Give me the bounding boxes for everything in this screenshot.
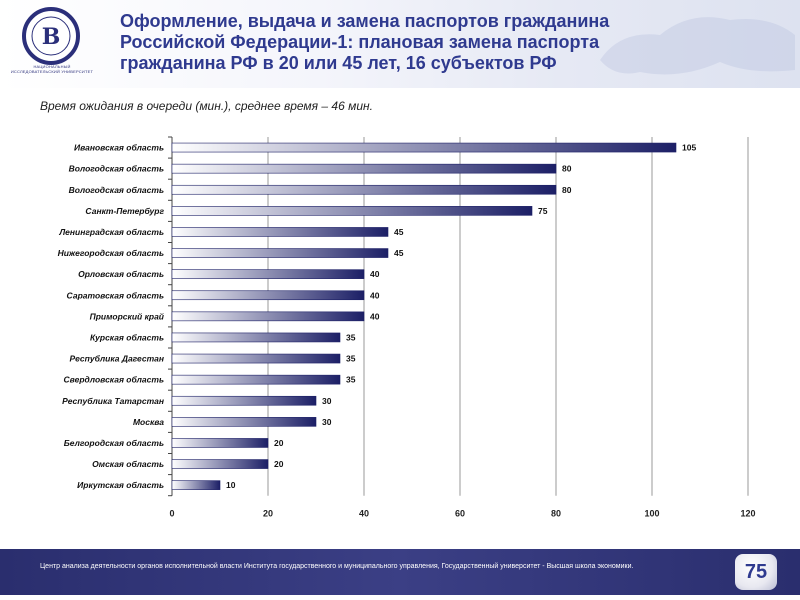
category-label: Орловская область xyxy=(78,269,164,279)
bar xyxy=(171,290,365,301)
category-label: Нижегородская область xyxy=(58,248,164,258)
category-label: Республика Дагестан xyxy=(70,354,164,364)
bar xyxy=(171,311,365,322)
category-label: Ленинградская область xyxy=(58,227,164,237)
value-label: 30 xyxy=(322,417,332,427)
x-tick-label: 100 xyxy=(644,509,659,519)
x-tick-label: 120 xyxy=(740,509,755,519)
category-label: Свердловская область xyxy=(64,375,164,385)
bar xyxy=(171,269,365,279)
x-tick-label: 0 xyxy=(169,509,174,519)
bar xyxy=(171,248,389,258)
header-background xyxy=(0,0,800,88)
russia-map-watermark xyxy=(600,17,795,75)
value-label: 20 xyxy=(274,438,284,448)
value-label: 35 xyxy=(346,375,356,385)
category-label: Курская область xyxy=(90,332,164,342)
category-label: Белгородская область xyxy=(64,438,164,448)
value-label: 40 xyxy=(370,290,380,300)
bar xyxy=(171,332,341,343)
bar xyxy=(171,417,317,427)
hse-logo: В xyxy=(22,7,80,65)
svg-text:В: В xyxy=(42,24,61,50)
category-label: Республика Татарстан xyxy=(62,396,164,406)
bar xyxy=(171,395,317,406)
value-label: 105 xyxy=(682,143,696,153)
value-label: 35 xyxy=(346,332,356,342)
page-title: Оформление, выдача и замена паспортов гр… xyxy=(120,11,610,73)
bar xyxy=(171,206,533,216)
category-label: Ивановская область xyxy=(74,143,164,153)
x-tick-label: 40 xyxy=(359,509,369,519)
category-label: Иркутская область xyxy=(77,480,164,490)
category-label: Саратовская область xyxy=(67,290,164,300)
x-tick-label: 20 xyxy=(263,509,273,519)
category-label: Приморский край xyxy=(90,311,165,321)
category-label: Омская область xyxy=(92,459,164,469)
chart-subtitle: Время ожидания в очереди (мин.), среднее… xyxy=(40,99,373,113)
category-label: Вологодская область xyxy=(69,185,164,195)
category-label: Москва xyxy=(133,417,164,427)
bar xyxy=(171,374,341,385)
value-label: 20 xyxy=(274,459,284,469)
bar xyxy=(171,459,269,469)
value-label: 10 xyxy=(226,480,236,490)
category-label: Санкт-Петербург xyxy=(85,206,164,216)
bar xyxy=(171,142,677,153)
category-label: Вологодская область xyxy=(69,164,164,174)
footer-text: Центр анализа деятельности органов испол… xyxy=(40,563,634,570)
bar xyxy=(171,227,389,237)
bar xyxy=(171,184,557,195)
x-tick-label: 60 xyxy=(455,509,465,519)
chart-axes xyxy=(168,136,173,497)
value-label: 80 xyxy=(562,185,572,195)
value-label: 30 xyxy=(322,396,332,406)
bar xyxy=(171,163,557,174)
footer-bar: Центр анализа деятельности органов испол… xyxy=(0,549,800,595)
bar xyxy=(171,353,341,364)
value-label: 40 xyxy=(370,269,380,279)
x-tick-label: 80 xyxy=(551,509,561,519)
logo-caption: НАЦИОНАЛЬНЫЙ ИССЛЕДОВАТЕЛЬСКИЙ УНИВЕРСИТ… xyxy=(10,64,94,74)
chart-labels: 0 20 40 60 80 100 120 Ивановская область 105 Воло… xyxy=(58,143,756,519)
chart-bars xyxy=(171,142,677,490)
value-label: 40 xyxy=(370,311,380,321)
value-label: 35 xyxy=(346,354,356,364)
bar xyxy=(171,480,221,490)
value-label: 45 xyxy=(394,227,404,237)
bar xyxy=(171,438,269,448)
value-label: 80 xyxy=(562,164,572,174)
value-label: 75 xyxy=(538,206,548,216)
value-label: 45 xyxy=(394,248,404,258)
page-number: 75 xyxy=(735,554,777,590)
